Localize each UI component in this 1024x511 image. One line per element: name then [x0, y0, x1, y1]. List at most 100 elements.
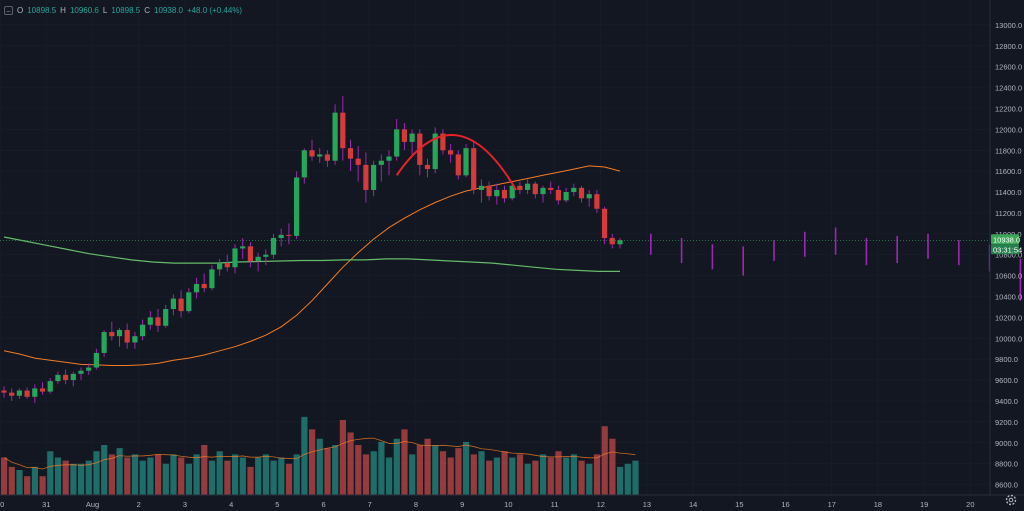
countdown-tag	[991, 244, 1019, 255]
volume-bar	[632, 460, 639, 495]
y-tick-label: 10000.0	[995, 334, 1022, 343]
volume-bar	[170, 454, 177, 495]
volume-bar	[70, 463, 77, 495]
last-price-label: 10938.0	[993, 235, 1020, 244]
candle-body	[294, 177, 300, 236]
candle-body	[155, 317, 161, 326]
y-tick-label: 10200.0	[995, 313, 1022, 322]
candle-body	[401, 129, 407, 142]
volume-bar	[201, 445, 208, 495]
candle-body	[594, 194, 600, 209]
volume-bar	[24, 476, 31, 495]
y-tick-label: 9600.0	[995, 376, 1018, 385]
ma-fast-line	[3, 165, 621, 366]
volume-bars	[1, 416, 639, 495]
volume-bar	[247, 466, 254, 495]
volume-bar	[147, 457, 154, 495]
time-scale[interactable]: 30 31 Aug 2 3 4 5 6 7 8 9 10 11 12 13 14 15 16 17 18 19 20	[0, 500, 975, 509]
volume-bar	[54, 457, 62, 495]
volume-bar	[386, 457, 393, 495]
collapse-icon[interactable]: −	[4, 5, 13, 16]
x-tick-label: 8	[414, 500, 418, 509]
x-tick-label: 2	[137, 500, 141, 509]
candle-body	[471, 148, 477, 190]
volume-bar	[409, 454, 416, 495]
ma-slow-line	[3, 236, 620, 272]
x-tick-label: 12	[597, 500, 605, 509]
pattern-arc	[395, 134, 517, 191]
volume-bar	[378, 441, 385, 495]
x-tick-label: 15	[735, 500, 743, 509]
y-tick-label: 12600.0	[995, 63, 1022, 72]
candle-body	[309, 150, 315, 157]
candle-body	[193, 283, 200, 293]
price-scale[interactable]: 8600.0 8800.0 9000.0 9200.0 9400.0 9600.0 9800…	[995, 21, 1022, 490]
candle-body	[32, 388, 38, 397]
y-tick-label: 9800.0	[995, 355, 1018, 364]
close-key: C	[144, 5, 151, 15]
volume-bar	[355, 445, 362, 495]
x-tick-label: 19	[920, 500, 928, 509]
candle-body	[170, 298, 176, 310]
open-value: 10898.5	[27, 5, 57, 15]
candle-body	[602, 208, 608, 239]
volume-bar	[516, 454, 524, 495]
candle-body	[440, 133, 446, 151]
y-tick-label: 8600.0	[995, 481, 1018, 490]
volume-bar	[193, 454, 200, 495]
volume-bar	[339, 420, 346, 495]
volume-bar	[285, 463, 293, 495]
x-tick-label: 5	[275, 500, 279, 509]
volume-bar	[416, 445, 423, 495]
volume-bar	[8, 466, 15, 495]
x-tick-label: 18	[874, 500, 882, 509]
volume-bar	[185, 463, 192, 495]
volume-bar	[262, 454, 269, 495]
volume-bar	[93, 451, 100, 495]
candle-body	[463, 148, 469, 176]
volume-bar	[309, 429, 316, 495]
volume-bar	[62, 460, 69, 495]
candle-body	[263, 254, 269, 257]
last-price-marker: 10938.0 03:31:54	[0, 234, 1022, 255]
y-tick-label: 12200.0	[995, 104, 1022, 113]
last-price-tag	[991, 234, 1019, 245]
candle-body	[432, 133, 438, 170]
volume-bar	[547, 457, 554, 495]
candle-body	[494, 189, 500, 197]
volume-bar	[424, 438, 431, 495]
x-tick-label: 16	[781, 500, 789, 509]
candle-body	[78, 370, 84, 374]
gear-icon[interactable]	[1004, 493, 1018, 507]
x-tick-label: 17	[828, 500, 836, 509]
candle-body	[586, 194, 592, 199]
candle-body	[548, 187, 554, 190]
volume-bar	[224, 460, 231, 495]
candle-body	[93, 352, 99, 368]
candle-body	[394, 129, 400, 157]
volume-bar	[332, 445, 339, 495]
ohlc-legend: − O 10898.5 H 10960.6 L 10898.5 C 10938.0 +4…	[4, 3, 242, 17]
volume-bar	[532, 460, 539, 495]
candle-body	[424, 164, 431, 170]
candle-body	[525, 183, 531, 190]
candle-body	[486, 185, 492, 197]
candle-body	[555, 189, 561, 201]
candle-body	[355, 158, 361, 165]
rounding-top-arc	[395, 134, 517, 191]
x-tick-label: 9	[460, 500, 464, 509]
candle-body	[301, 150, 307, 178]
candle-body	[270, 238, 277, 255]
volume-bar	[401, 429, 408, 495]
candle-body	[116, 329, 123, 337]
volume-bar	[301, 416, 308, 495]
volume-bar	[208, 460, 216, 495]
candle-body	[16, 390, 22, 396]
y-tick-label: 11600.0	[995, 167, 1022, 176]
moving-averages	[3, 165, 621, 366]
x-tick-label: 10	[504, 500, 512, 509]
candle-body	[109, 332, 115, 337]
candle-body	[209, 269, 215, 289]
candle-body	[70, 373, 76, 381]
